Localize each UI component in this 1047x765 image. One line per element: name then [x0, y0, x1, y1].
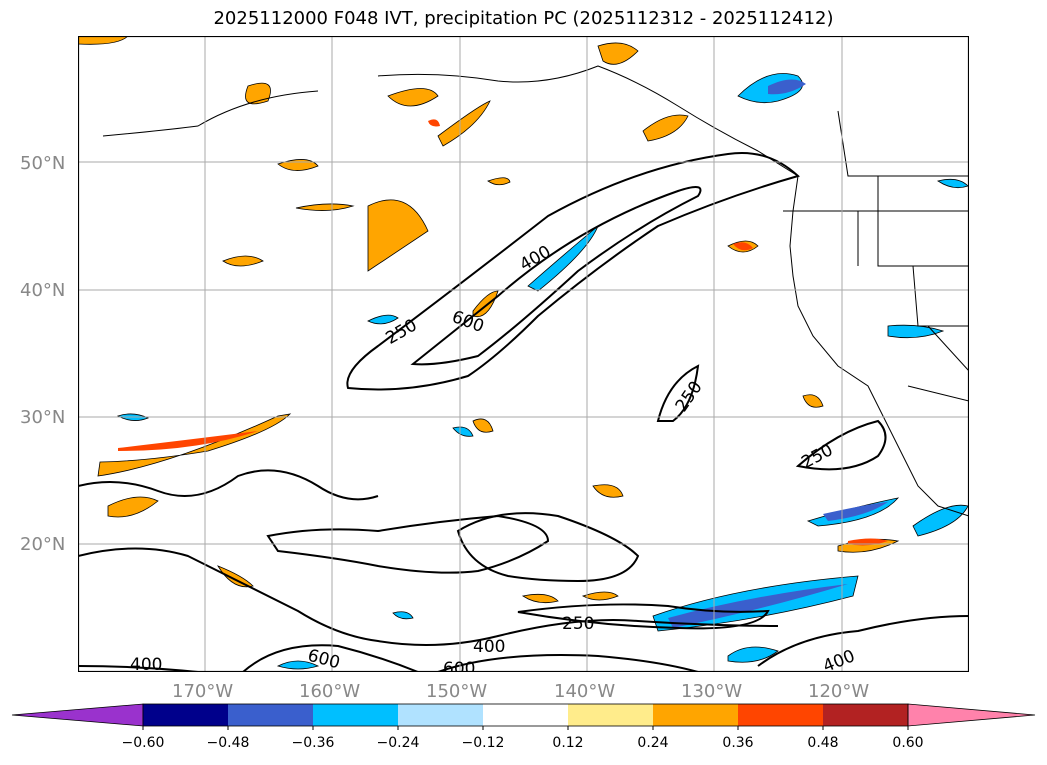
- colorbar-segment: [228, 704, 313, 726]
- colorbar-segment: [568, 704, 653, 726]
- ivt-contours: [78, 152, 969, 672]
- figure-title: 2025112000 F048 IVT, precipitation PC (2…: [213, 8, 834, 29]
- colorbar-extend-low: [11, 703, 144, 727]
- colorbar-tick-label: 0.24: [637, 735, 668, 751]
- contour-label: 400: [473, 637, 505, 657]
- lat-label: 40°N: [20, 280, 65, 301]
- colorbar-segment: [313, 704, 398, 726]
- lat-label: 20°N: [20, 534, 65, 555]
- colorbar-tick-label: −0.48: [207, 735, 250, 751]
- colorbar-segment: [398, 704, 483, 726]
- colorbar-outline: [142, 703, 909, 727]
- colorbar-tick-label: −0.12: [462, 735, 505, 751]
- colorbar-extend-high: [907, 703, 1036, 727]
- lon-label: 120°W: [808, 681, 869, 702]
- lon-label: 150°W: [426, 681, 487, 702]
- colorbar-segments: [11, 703, 1036, 727]
- contour-label: 250: [562, 614, 594, 634]
- colorbar-ticks: −0.60 −0.48 −0.36 −0.24 −0.12 0.12 0.24 0.36 0.4…: [122, 726, 924, 751]
- coastline: [102, 65, 969, 517]
- strong-negative-cores: [668, 79, 888, 628]
- colorbar-tick-label: 0.12: [552, 735, 583, 751]
- colorbar-segment: [738, 704, 823, 726]
- contour-label: 400: [130, 655, 162, 672]
- colorbar-tick-label: 0.60: [892, 735, 923, 751]
- lon-label: 160°W: [299, 681, 360, 702]
- lon-label: 170°W: [172, 681, 233, 702]
- colorbar: −0.60 −0.48 −0.36 −0.24 −0.12 0.12 0.24 0.36 0.4…: [11, 703, 1036, 751]
- colorbar-tick-label: −0.60: [122, 735, 165, 751]
- colorbar-tick-label: −0.36: [292, 735, 335, 751]
- contour-labels: 250 400 600 250 250 250 400 400 600 600 …: [130, 242, 858, 672]
- map-gridlines: [78, 36, 969, 672]
- colorbar-tick-label: 0.48: [807, 735, 838, 751]
- colorbar-segment: [143, 704, 228, 726]
- colorbar-segment: [823, 704, 908, 726]
- colorbar-segment: [653, 704, 738, 726]
- lat-label: 30°N: [20, 407, 65, 428]
- lon-label: 140°W: [554, 681, 615, 702]
- colorbar-segment: [483, 704, 568, 726]
- lat-label: 50°N: [20, 153, 65, 174]
- colorbar-tick-label: 0.36: [722, 735, 753, 751]
- contour-label: 400: [820, 646, 858, 672]
- map-panel: 250 400 600 250 250 250 400 400 600 600 …: [78, 36, 969, 672]
- lon-label: 130°W: [681, 681, 742, 702]
- map-frame: [78, 36, 969, 672]
- contour-label: 600: [443, 659, 475, 672]
- colorbar-tick-label: −0.24: [377, 735, 420, 751]
